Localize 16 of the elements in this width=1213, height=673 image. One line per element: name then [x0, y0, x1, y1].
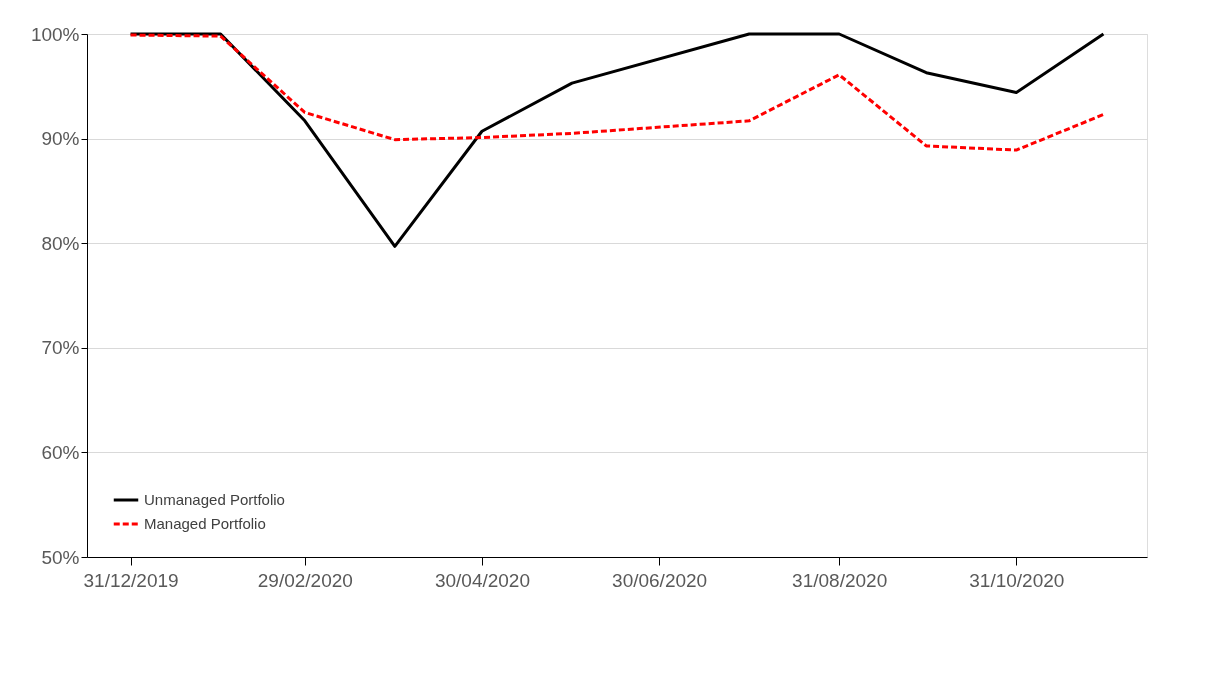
line-series — [129, 32, 1105, 248]
y-tick-label: 80% — [41, 232, 80, 254]
x-tick-label: 31/12/2019 — [83, 569, 179, 591]
y-tick-label: 60% — [41, 441, 80, 463]
y-tick-label: 70% — [41, 337, 80, 359]
legend-label: Unmanaged Portfolio — [144, 491, 285, 508]
y-tick-label: 90% — [41, 128, 80, 150]
x-tick-label: 30/06/2020 — [612, 569, 708, 591]
y-tick-label: 50% — [41, 546, 80, 568]
x-tick-label: 29/02/2020 — [257, 569, 353, 591]
y-tick-label: 100% — [30, 23, 80, 45]
x-tick-label: 30/04/2020 — [434, 569, 531, 591]
x-tick-label: 31/10/2020 — [969, 569, 1065, 591]
x-tick-label: 31/08/2020 — [792, 569, 888, 591]
legend-label: Managed Portfolio — [144, 515, 266, 532]
line-series — [129, 33, 1105, 152]
